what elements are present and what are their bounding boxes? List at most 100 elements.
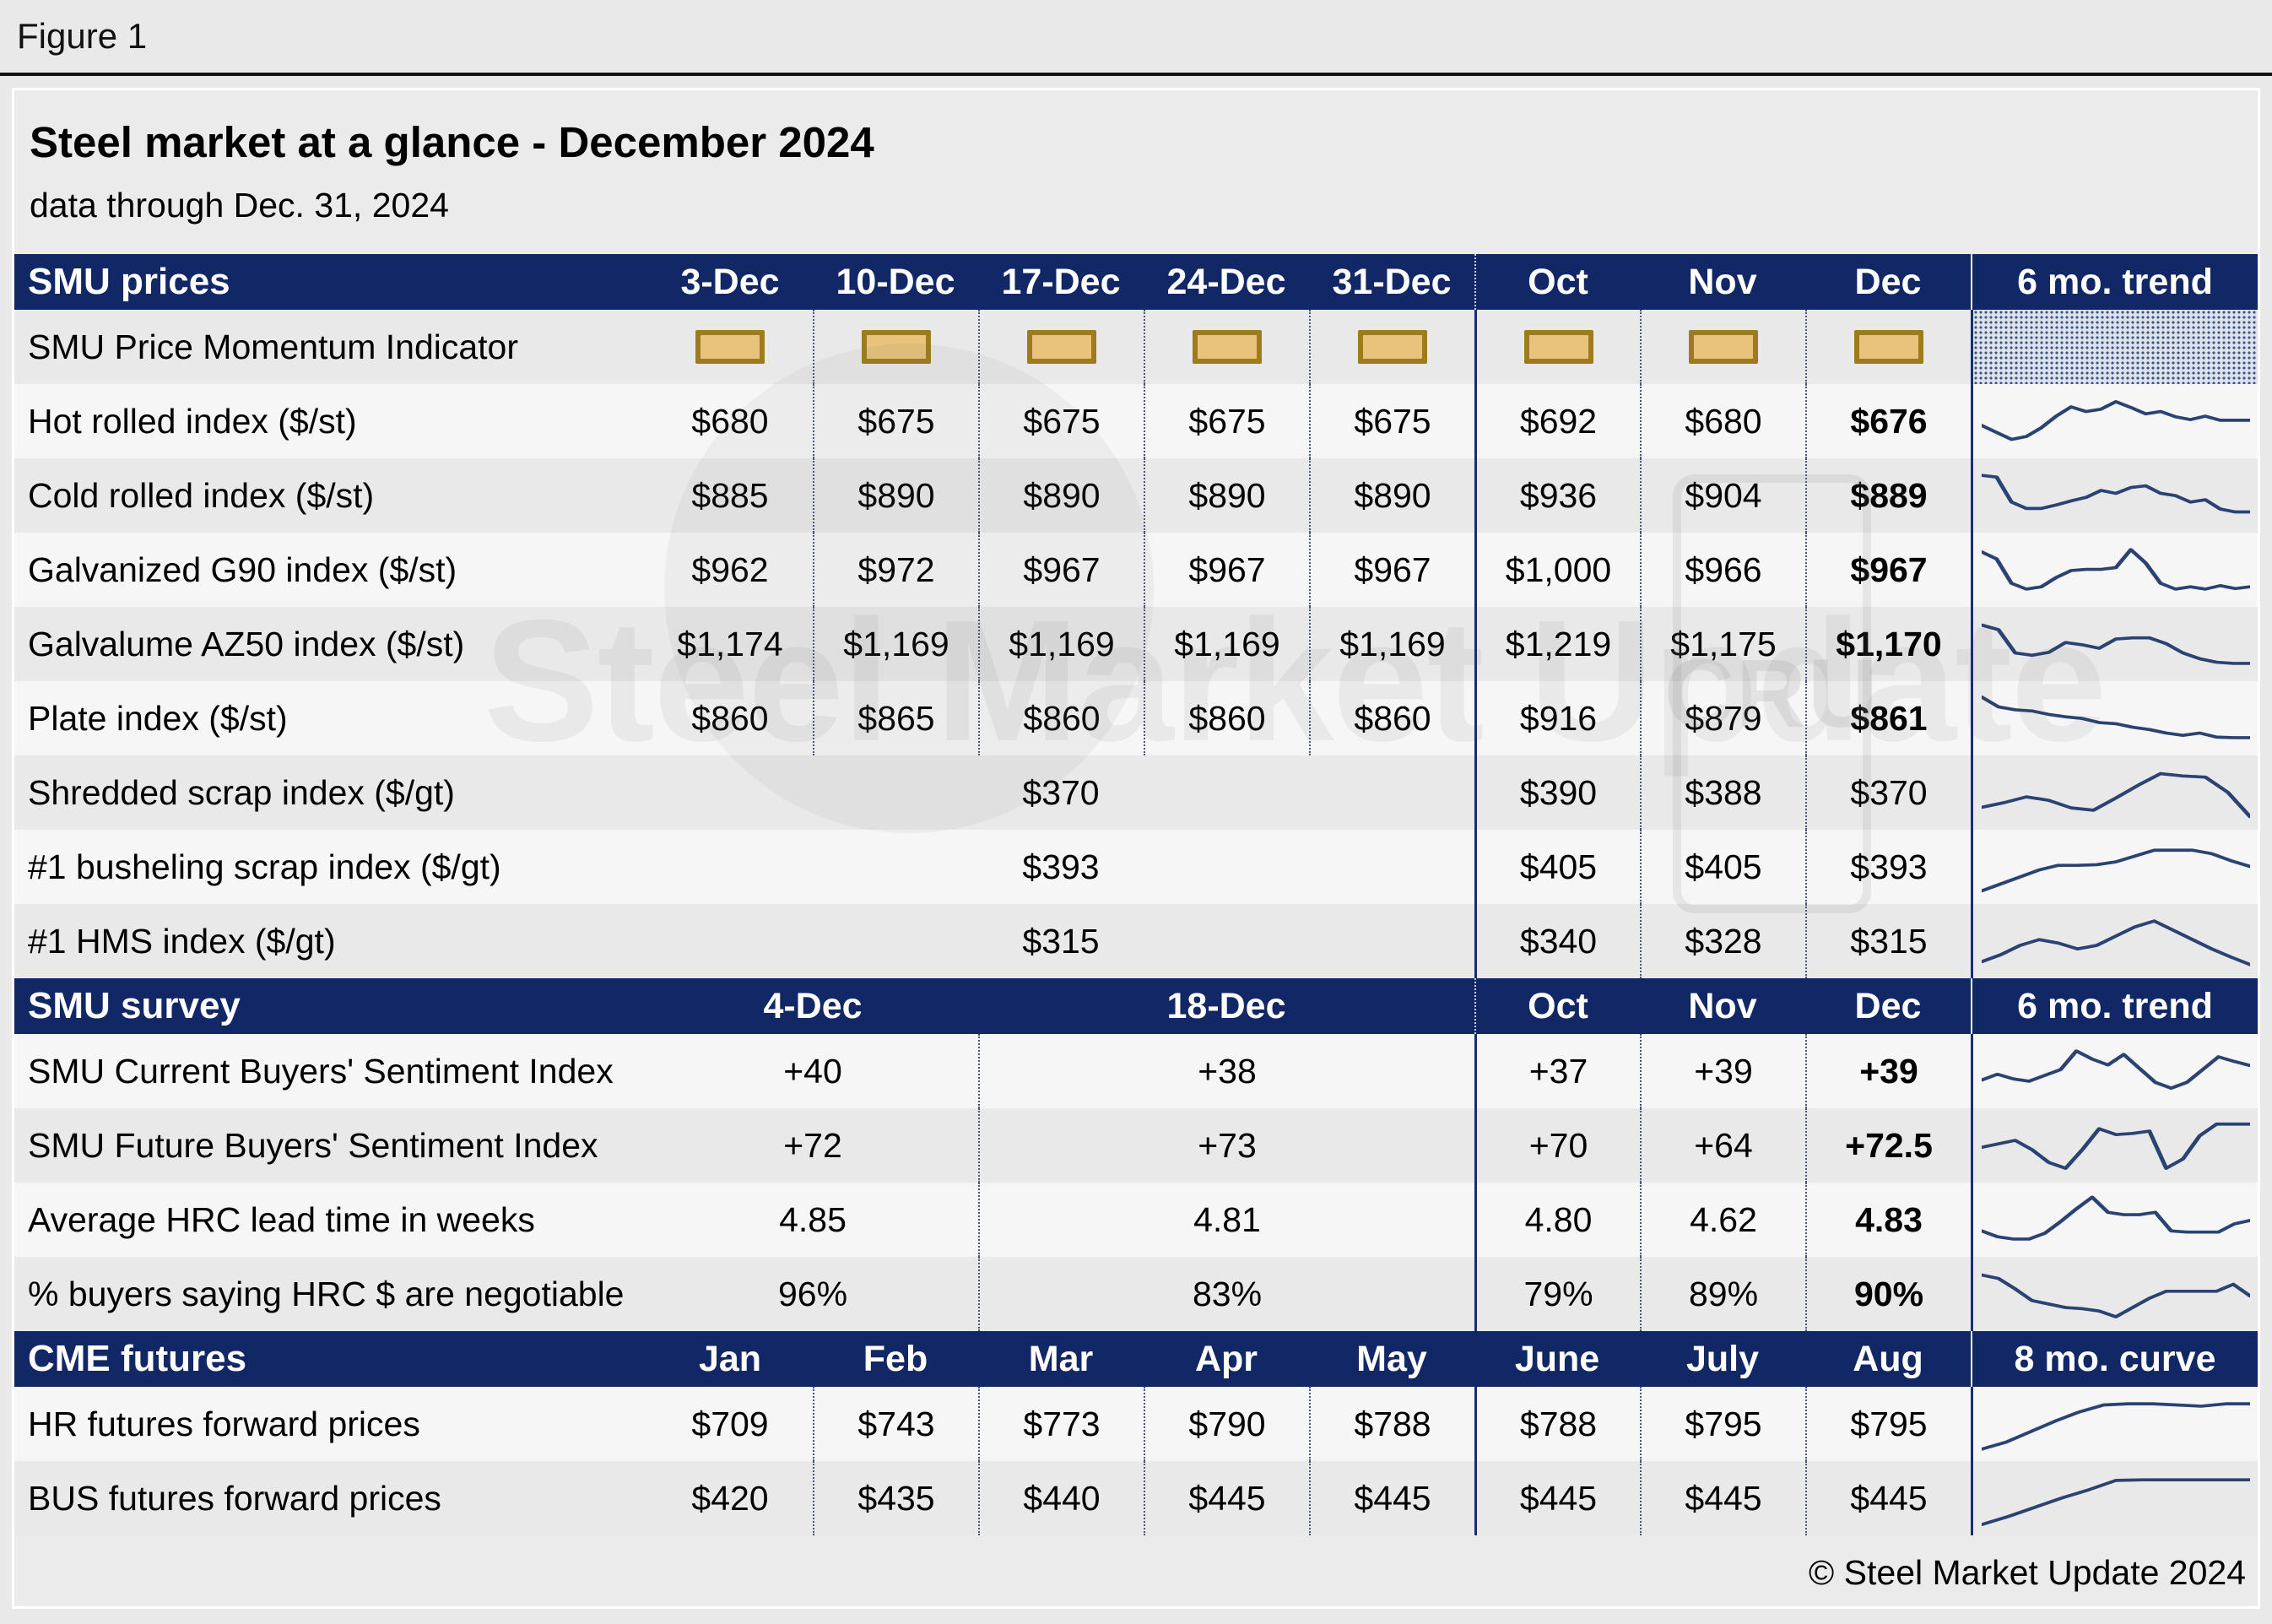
value-cell: 4.83 (1805, 1183, 1971, 1257)
page-title: Steel market at a glance - December 2024 (30, 118, 874, 166)
momentum-indicator-box (1689, 330, 1758, 364)
value-cell: $795 (1805, 1387, 1971, 1461)
row-label: #1 HMS index ($/gt) (28, 921, 336, 961)
table-row: % buyers saying HRC $ are negotiable 96% 8… (14, 1257, 2258, 1331)
header-row-survey: SMU survey 4-Dec 18-Dec Oct Nov Dec 6 mo. tren… (14, 978, 2258, 1034)
value-cell: $889 (1805, 458, 1971, 533)
value-cell: $390 (1474, 755, 1640, 830)
value-cell: $879 (1640, 681, 1805, 755)
column-header: Apr (1194, 1338, 1258, 1379)
value-cell: 4.62 (1640, 1183, 1805, 1257)
value-cell: $420 (691, 1478, 769, 1518)
value-cell: $788 (1309, 1387, 1474, 1461)
column-header: May (1356, 1338, 1427, 1379)
value-cell: $1,170 (1805, 607, 1971, 681)
value-cell: +37 (1474, 1034, 1640, 1108)
header-row-prices: SMU prices 3-Dec 10-Dec 17-Dec 24-Dec 31-Dec O… (14, 254, 2258, 310)
value-cell: $890 (978, 458, 1144, 533)
column-header: Mar (1028, 1338, 1094, 1379)
value-cell: $743 (813, 1387, 978, 1461)
value-cell (1144, 904, 1474, 978)
figure-label: Figure 1 (17, 16, 148, 56)
table-row: #1 HMS index ($/gt) $315 $340 $328 $315 (14, 904, 2258, 978)
value-cell: 96% (777, 1274, 848, 1313)
column-header: Feb (863, 1338, 928, 1379)
value-cell: $675 (978, 384, 1144, 458)
column-header: Dec (1854, 985, 1922, 1026)
sparkline-svg (1981, 474, 2250, 514)
momentum-indicator-cell (1474, 310, 1640, 384)
sparkline-cold_rolled (1971, 458, 2258, 533)
value-cell: $1,169 (1144, 607, 1309, 681)
row-label: Shredded scrap index ($/gt) (28, 772, 455, 812)
sparkline-svg (1981, 1195, 2250, 1241)
momentum-indicator-cell (1805, 310, 1971, 384)
column-header: 4-Dec (763, 985, 863, 1026)
value-cell: $388 (1640, 755, 1805, 830)
value-cell: $795 (1640, 1387, 1805, 1461)
column-header: Nov (1688, 985, 1757, 1026)
value-cell (647, 830, 978, 904)
sparkline-svg (1981, 1478, 2250, 1527)
value-cell: $445 (1640, 1461, 1805, 1535)
sparkline-svg (1981, 548, 2250, 591)
value-cell: $370 (1805, 755, 1971, 830)
table-row: HR futures forward prices $709 $743 $773 $79… (14, 1387, 2258, 1461)
table-row: SMU Price Momentum Indicator (14, 310, 2258, 384)
value-cell: $790 (1144, 1387, 1309, 1461)
value-cell: 90% (1805, 1257, 1971, 1331)
value-cell: $435 (813, 1461, 978, 1535)
value-cell: $788 (1474, 1387, 1640, 1461)
value-cell: $967 (978, 533, 1144, 607)
column-header: 10-Dec (836, 261, 955, 302)
value-cell: $972 (813, 533, 978, 607)
sparkline-svg (1981, 1402, 2250, 1451)
trend-column-header: 6 mo. trend (1971, 254, 2258, 310)
value-cell: $676 (1805, 384, 1971, 458)
value-cell: $393 (1805, 830, 1971, 904)
sparkline-svg (1981, 1122, 2250, 1170)
value-cell: $370 (1022, 772, 1100, 812)
column-header: Oct (1474, 978, 1640, 1034)
value-cell: $1,000 (1474, 533, 1640, 607)
row-label: Hot rolled index ($/st) (28, 401, 357, 441)
sparkline-svg (1981, 1049, 2250, 1091)
row-label: SMU Future Buyers' Sentiment Index (28, 1125, 598, 1165)
value-cell (1144, 755, 1474, 830)
row-label: #1 busheling scrap index ($/gt) (28, 847, 501, 886)
sparkline-bus_futures (1971, 1461, 2258, 1535)
value-cell: +70 (1474, 1108, 1640, 1183)
value-cell: $680 (1640, 384, 1805, 458)
section-label: CME futures (28, 1338, 247, 1379)
row-label: Cold rolled index ($/st) (28, 475, 375, 515)
value-cell: $315 (1022, 921, 1100, 961)
momentum-indicator-box (695, 330, 765, 364)
value-cell: $692 (1474, 384, 1640, 458)
sparkline-hot_rolled (1971, 384, 2258, 458)
table-row: #1 busheling scrap index ($/gt) $393 $405 $… (14, 830, 2258, 904)
sparkline-svg (1981, 1273, 2250, 1318)
value-cell: +38 (978, 1034, 1474, 1108)
momentum-indicator-cell (1309, 310, 1474, 384)
value-cell: $936 (1474, 458, 1640, 533)
sparkline-svg (1981, 623, 2250, 665)
value-cell: $445 (1144, 1461, 1309, 1535)
column-header: Dec (1854, 261, 1922, 302)
value-cell: $405 (1474, 830, 1640, 904)
value-cell: $904 (1640, 458, 1805, 533)
value-cell: $890 (1144, 458, 1309, 533)
value-cell: $962 (691, 549, 769, 589)
value-cell: $675 (1309, 384, 1474, 458)
column-header: 31-Dec (1332, 261, 1452, 302)
row-label: Plate index ($/st) (28, 698, 288, 738)
sparkline-svg (1981, 399, 2250, 441)
value-cell: 4.80 (1474, 1183, 1640, 1257)
sparkline-svg (1981, 695, 2250, 739)
value-cell: $890 (1309, 458, 1474, 533)
momentum-indicator-box (1358, 330, 1427, 364)
section-survey: SMU survey 4-Dec 18-Dec Oct Nov Dec 6 mo. tren… (14, 978, 2258, 1331)
sparkline-hrc_lead_time (1971, 1183, 2258, 1257)
value-cell: $967 (1309, 533, 1474, 607)
sparkline-svg (1981, 919, 2250, 966)
value-cell: $861 (1805, 681, 1971, 755)
